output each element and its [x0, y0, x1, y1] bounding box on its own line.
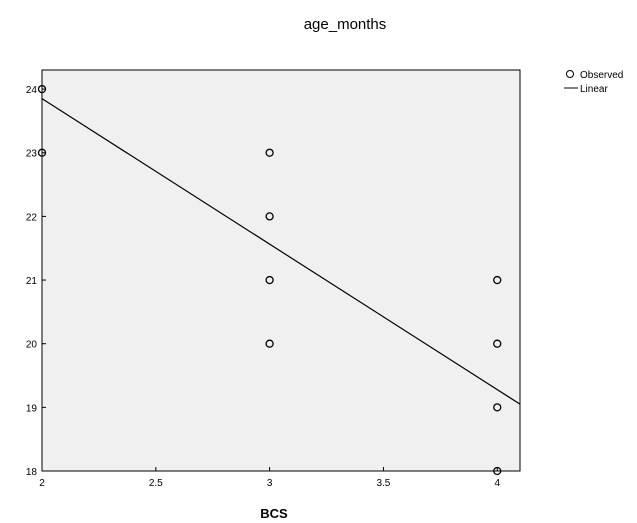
y-tick-label: 21: [26, 276, 38, 287]
observed-points: [37, 84, 502, 476]
linear-fit-line: [41, 98, 521, 405]
chart-title: age_months: [304, 16, 387, 33]
y-tick-label: 18: [26, 467, 38, 478]
observed-point: [37, 84, 47, 94]
observed-point: [493, 275, 502, 285]
y-tick-label: 24: [26, 85, 38, 96]
observed-point: [493, 466, 502, 476]
y-tick-label: 22: [26, 212, 38, 223]
legend-linear-label: Linear: [580, 84, 608, 95]
observed-point: [493, 339, 502, 348]
observed-point: [265, 339, 274, 348]
x-tick-label: 2.5: [149, 478, 163, 489]
y-axis: 18 19 20 21 22 23 24: [26, 85, 46, 478]
plot-area: [41, 69, 521, 472]
observed-point: [265, 148, 274, 157]
y-tick-label: 20: [26, 340, 38, 351]
x-tick-label: 3.5: [376, 478, 390, 489]
x-tick-label: 2: [39, 478, 45, 489]
linear-fit: [41, 98, 521, 405]
observed-point: [493, 403, 502, 412]
legend-observed-label: Observed: [580, 70, 623, 81]
x-axis-label: BCS: [260, 506, 288, 521]
y-tick-label: 19: [26, 403, 38, 414]
observed-point: [265, 275, 274, 285]
x-tick-label: 3: [267, 478, 273, 489]
legend-observed-marker: [566, 70, 574, 78]
x-tick-label: 4: [494, 478, 500, 489]
observed-point: [37, 148, 47, 157]
legend: Observed Linear: [564, 70, 623, 95]
y-tick-label: 23: [26, 149, 38, 160]
observed-point: [265, 212, 274, 221]
